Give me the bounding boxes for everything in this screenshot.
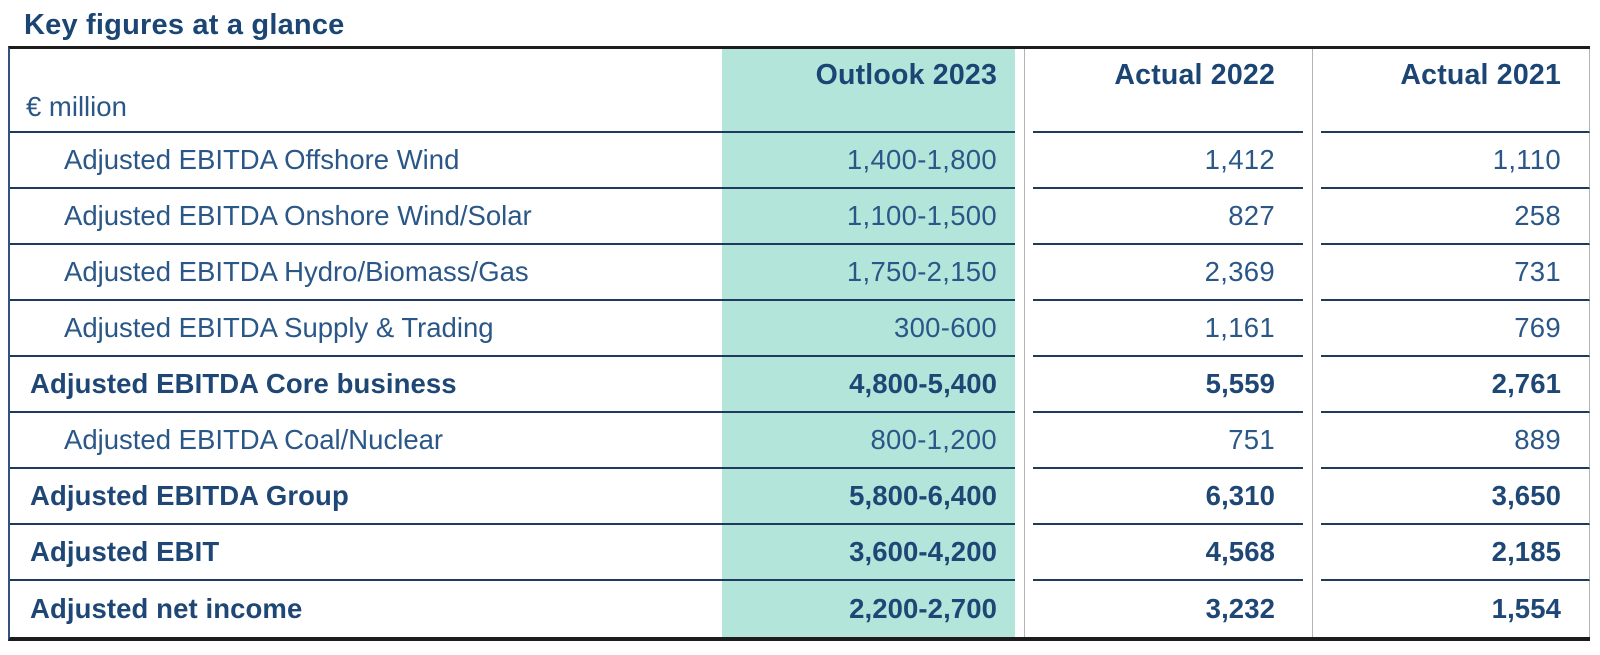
column-divider: [1303, 469, 1321, 525]
column-divider: [1015, 413, 1033, 469]
column-divider: [1015, 133, 1033, 189]
cell-actual-2021: 1,110: [1321, 133, 1590, 189]
row-label: Adjusted net income: [30, 593, 303, 624]
cell-actual-2021: 889: [1321, 413, 1590, 469]
cell-actual-2022: 751: [1033, 413, 1303, 469]
row-label: Adjusted EBITDA Core business: [10, 357, 722, 413]
column-divider: [1015, 301, 1033, 357]
column-divider: [1015, 581, 1033, 637]
table-row-onshore-wind-solar: Adjusted EBITDA Onshore Wind/Solar 1,100…: [10, 189, 1590, 245]
column-divider: [1303, 581, 1321, 637]
table-row-core-business: Adjusted EBITDA Core business 4,800-5,40…: [10, 357, 1590, 413]
table-row-hydro-biomass-gas: Adjusted EBITDA Hydro/Biomass/Gas 1,750-…: [10, 245, 1590, 301]
table-row-ebit: Adjusted EBIT 3,600-4,200 4,568 2,185: [10, 525, 1590, 581]
cell-outlook-2023: 4,800-5,400: [722, 357, 1015, 413]
cell-outlook-2023: 5,800-6,400: [722, 469, 1015, 525]
column-divider: [1015, 469, 1033, 525]
column-divider: [1303, 301, 1321, 357]
unit-label: € million: [10, 49, 722, 133]
key-figures-table: € million Outlook 2023 Actual 2022 Actua…: [8, 46, 1590, 641]
column-divider: [1015, 245, 1033, 301]
row-label: Adjusted EBITDA Supply & Trading: [10, 301, 722, 357]
column-divider: [1303, 245, 1321, 301]
column-divider: [1303, 189, 1321, 245]
column-header-actual-2022: Actual 2022: [1033, 49, 1303, 133]
cell-actual-2021: 731: [1321, 245, 1590, 301]
cell-actual-2022: 2,369: [1033, 245, 1303, 301]
cell-outlook-2023: 1,400-1,800: [722, 133, 1015, 189]
cell-actual-2022: 1,412: [1033, 133, 1303, 189]
column-header-outlook-2023: Outlook 2023: [722, 49, 1015, 133]
row-label: Adjusted EBITDA Onshore Wind/Solar: [10, 189, 722, 245]
cell-actual-2021: 258: [1321, 189, 1590, 245]
column-divider: [1303, 413, 1321, 469]
row-label: Adjusted EBITDA Group: [10, 469, 722, 525]
header-row: € million Outlook 2023 Actual 2022 Actua…: [10, 49, 1590, 133]
row-label: Adjusted EBITDA Hydro/Biomass/Gas: [10, 245, 722, 301]
cell-actual-2021: 769: [1321, 301, 1590, 357]
table-row-ebitda-group: Adjusted EBITDA Group 5,800-6,400 6,310 …: [10, 469, 1590, 525]
column-header-actual-2021: Actual 2021: [1321, 49, 1590, 133]
cell-outlook-2023: 300-600: [722, 301, 1015, 357]
column-divider: [1015, 49, 1033, 133]
cell-actual-2022: 827: [1033, 189, 1303, 245]
cell-outlook-2023: 2,200-2,700: [722, 581, 1015, 637]
cell-outlook-2023: 1,750-2,150: [722, 245, 1015, 301]
cell-actual-2022: 5,559: [1033, 357, 1303, 413]
column-divider: [1015, 525, 1033, 581]
cell-actual-2022: 4,568: [1033, 525, 1303, 581]
column-divider: [1303, 357, 1321, 413]
column-divider: [1303, 133, 1321, 189]
table-row-offshore-wind: Adjusted EBITDA Offshore Wind 1,400-1,80…: [10, 133, 1590, 189]
column-divider: [1303, 525, 1321, 581]
cell-outlook-2023: 1,100-1,500: [722, 189, 1015, 245]
column-divider: [1015, 357, 1033, 413]
cell-actual-2022: 3,232: [1205, 593, 1275, 624]
cell-outlook-2023: 3,600-4,200: [722, 525, 1015, 581]
page-title: Key figures at a glance: [24, 9, 345, 41]
table-row-net-income: Adjusted net income 2,200-2,700 3,232 1,…: [10, 581, 1590, 637]
cell-actual-2022: 1,161: [1033, 301, 1303, 357]
row-label: Adjusted EBITDA Coal/Nuclear: [10, 413, 722, 469]
table-row-supply-trading: Adjusted EBITDA Supply & Trading 300-600…: [10, 301, 1590, 357]
row-label: Adjusted EBITDA Offshore Wind: [10, 133, 722, 189]
cell-actual-2021: 3,650: [1321, 469, 1590, 525]
cell-outlook-2023: 800-1,200: [722, 413, 1015, 469]
cell-actual-2021: 2,185: [1321, 525, 1590, 581]
column-divider: [1015, 189, 1033, 245]
row-label: Adjusted EBIT: [10, 525, 722, 581]
column-divider: [1303, 49, 1321, 133]
cell-actual-2021: 1,554: [1321, 581, 1590, 637]
table-row-coal-nuclear: Adjusted EBITDA Coal/Nuclear 800-1,200 7…: [10, 413, 1590, 469]
cell-actual-2022: 6,310: [1033, 469, 1303, 525]
cell-actual-2021: 2,761: [1321, 357, 1590, 413]
